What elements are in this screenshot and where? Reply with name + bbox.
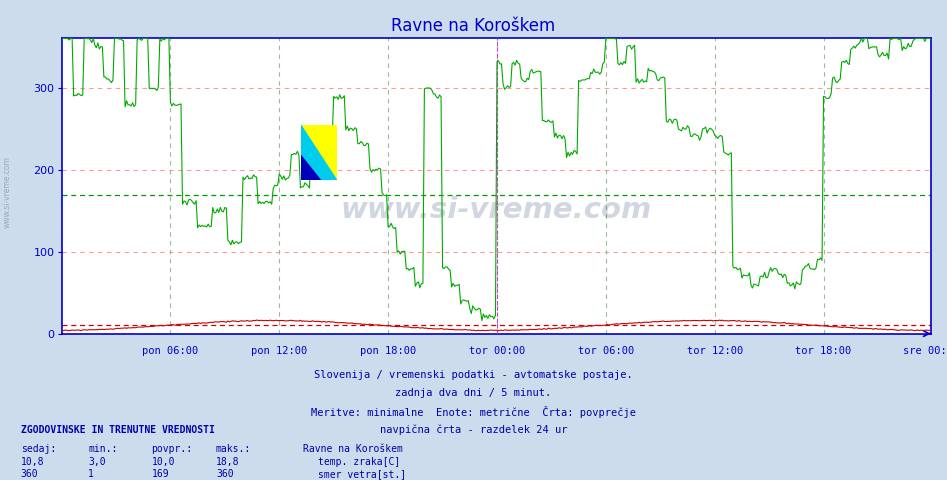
- Text: tor 00:00: tor 00:00: [469, 346, 525, 356]
- Text: Meritve: minimalne  Enote: metrične  Črta: povprečje: Meritve: minimalne Enote: metrične Črta:…: [311, 406, 636, 418]
- Polygon shape: [300, 155, 320, 180]
- Text: Ravne na Koroškem: Ravne na Koroškem: [303, 444, 402, 454]
- Text: Ravne na Koroškem: Ravne na Koroškem: [391, 17, 556, 35]
- Text: min.:: min.:: [88, 444, 117, 454]
- Polygon shape: [300, 125, 336, 180]
- Text: sedaj:: sedaj:: [21, 444, 56, 454]
- Polygon shape: [300, 125, 336, 180]
- Text: www.si-vreme.com: www.si-vreme.com: [341, 196, 652, 224]
- Text: www.si-vreme.com: www.si-vreme.com: [3, 156, 12, 228]
- Text: 18,8: 18,8: [216, 457, 240, 468]
- Text: pon 12:00: pon 12:00: [251, 346, 308, 356]
- Text: 360: 360: [216, 469, 234, 479]
- Text: pon 18:00: pon 18:00: [360, 346, 417, 356]
- Text: 169: 169: [152, 469, 170, 479]
- Text: tor 18:00: tor 18:00: [795, 346, 851, 356]
- Text: pon 06:00: pon 06:00: [142, 346, 199, 356]
- Text: Slovenija / vremenski podatki - avtomatske postaje.: Slovenija / vremenski podatki - avtomats…: [314, 370, 633, 380]
- Text: smer vetra[st.]: smer vetra[st.]: [318, 469, 406, 479]
- Text: maks.:: maks.:: [216, 444, 251, 454]
- Text: 10,8: 10,8: [21, 457, 45, 468]
- Text: tor 06:00: tor 06:00: [578, 346, 634, 356]
- Text: povpr.:: povpr.:: [152, 444, 192, 454]
- Text: 10,0: 10,0: [152, 457, 175, 468]
- Text: navpična črta - razdelek 24 ur: navpična črta - razdelek 24 ur: [380, 424, 567, 435]
- Text: 1: 1: [88, 469, 94, 479]
- Text: sre 00:00: sre 00:00: [902, 346, 947, 356]
- Text: zadnja dva dni / 5 minut.: zadnja dva dni / 5 minut.: [396, 388, 551, 398]
- Text: 3,0: 3,0: [88, 457, 106, 468]
- Text: temp. zraka[C]: temp. zraka[C]: [318, 457, 401, 468]
- Text: 360: 360: [21, 469, 39, 479]
- Text: tor 12:00: tor 12:00: [687, 346, 742, 356]
- Text: ZGODOVINSKE IN TRENUTNE VREDNOSTI: ZGODOVINSKE IN TRENUTNE VREDNOSTI: [21, 425, 215, 435]
